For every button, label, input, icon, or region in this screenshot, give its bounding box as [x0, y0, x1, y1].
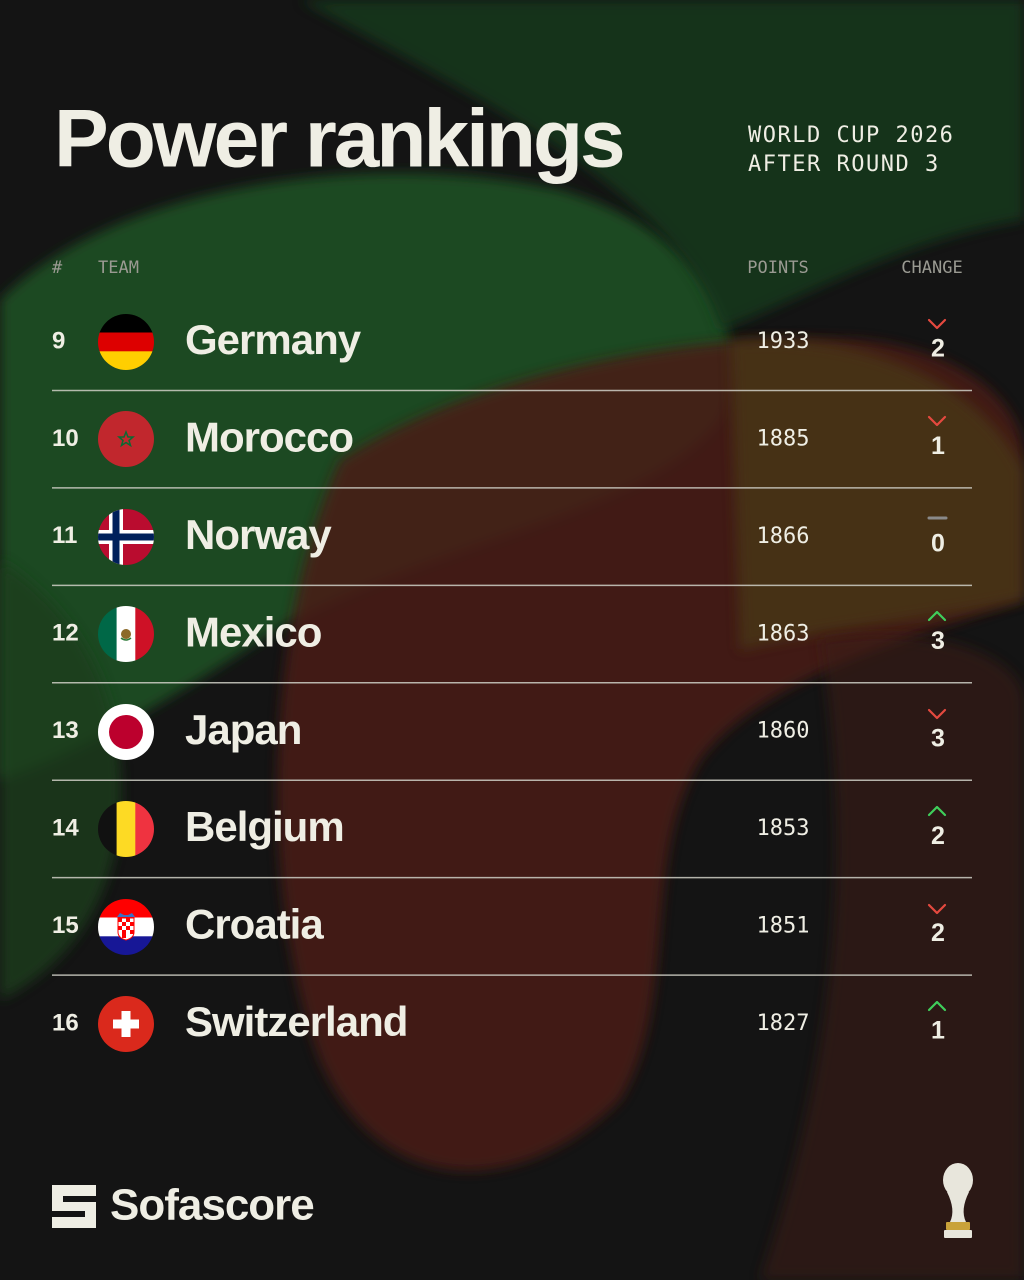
- points: 1933: [757, 329, 810, 354]
- flag-germany-part: [98, 332, 154, 352]
- arrow-down: [927, 903, 947, 915]
- team-name: Germany: [185, 316, 362, 363]
- flag-belgium-part: [116, 801, 136, 857]
- change: 1: [931, 432, 945, 460]
- flag-croatia-part-part: [126, 918, 130, 922]
- flag-mexico-part: [135, 606, 154, 662]
- points: 1853: [757, 816, 810, 841]
- arrow-up: [927, 1000, 947, 1012]
- flag-croatia-part-part: [130, 930, 134, 934]
- subtitle: WORLD CUP 2026: [748, 123, 954, 148]
- points: 1866: [757, 524, 810, 549]
- team-name: Japan: [185, 706, 301, 753]
- flag-germany-part: [98, 314, 154, 333]
- change: 3: [931, 724, 945, 752]
- column-header: #: [52, 258, 63, 278]
- subtitle: AFTER ROUND 3: [748, 152, 940, 177]
- flag-belgium-part: [135, 801, 154, 857]
- flag-croatia-part-part: [122, 930, 126, 934]
- flag-mexico-part: [98, 606, 117, 662]
- flags: [98, 314, 154, 1052]
- flag-norway-part: [98, 533, 154, 541]
- trophy-icon: [943, 1163, 973, 1238]
- points: 1885: [757, 426, 810, 451]
- flag-croatia-part: [98, 899, 154, 918]
- points: 1860: [757, 719, 810, 744]
- rank: 10: [52, 425, 79, 452]
- flag-croatia-part-part: [118, 918, 122, 922]
- arrow-up: [927, 610, 947, 622]
- points: 1863: [757, 621, 810, 646]
- flag-japan: [98, 704, 154, 760]
- team-name: Norway: [185, 511, 332, 558]
- table-rows: 9 Germany 1933 210 Morocco 1885 111 Norway 1866 0…: [52, 316, 972, 1045]
- rank: 14: [52, 814, 79, 841]
- trophy-icon-part: [943, 1163, 973, 1197]
- flag-croatia-part-part: [118, 926, 122, 930]
- flag-croatia-part-part: [122, 934, 126, 938]
- rank: 15: [52, 912, 79, 939]
- flag-mexico-part: [120, 637, 132, 641]
- points: 1827: [757, 1011, 810, 1036]
- flag-croatia-part-part: [122, 922, 126, 926]
- change: 2: [931, 822, 945, 850]
- team-name: Morocco: [185, 414, 353, 461]
- column-header: TEAM: [98, 258, 139, 278]
- flag-croatia-part: [98, 936, 154, 955]
- change: 2: [931, 335, 945, 363]
- change: 3: [931, 627, 945, 655]
- flag-morocco-part: [98, 411, 154, 467]
- column-header: POINTS: [747, 258, 808, 278]
- arrow-down: [927, 708, 947, 720]
- title: Power rankings: [54, 94, 623, 185]
- flag-germany-part: [98, 351, 154, 370]
- trophy-icon-part: [944, 1230, 972, 1238]
- flag-croatia-part-part: [130, 922, 134, 926]
- arrow-down: [927, 415, 947, 427]
- flag-belgium: [98, 801, 154, 857]
- flag-switzerland: [98, 996, 154, 1052]
- points: 1851: [757, 914, 810, 939]
- flag-norway: [98, 509, 154, 565]
- rank: 16: [52, 1009, 79, 1036]
- flag-mexico-part: [121, 629, 131, 639]
- arrow-up: [927, 805, 947, 817]
- background-part: [760, 634, 1024, 1280]
- flag-croatia: [98, 899, 154, 955]
- change-arrows: [927, 318, 948, 1012]
- brand: Sofascore: [110, 1181, 314, 1230]
- flag-morocco-part: [117, 429, 135, 448]
- rank: 9: [52, 327, 65, 354]
- change: 1: [931, 1017, 945, 1045]
- flag-japan-part: [109, 715, 143, 749]
- background-part: [730, 338, 1024, 650]
- arrow-down: [927, 318, 947, 330]
- flag-belgium-part: [98, 801, 117, 857]
- sofascore-logo: [52, 1185, 96, 1228]
- flag-switzerland-part: [113, 1019, 139, 1029]
- team-name: Switzerland: [185, 998, 407, 1045]
- flag-croatia-part-part: [126, 926, 130, 930]
- background-part: [300, 0, 1024, 330]
- team-name: Belgium: [185, 803, 344, 850]
- trophy-icon-part: [946, 1222, 970, 1230]
- trophy-icon-part: [947, 1192, 969, 1222]
- team-name: Croatia: [185, 901, 324, 948]
- change: 2: [931, 919, 945, 947]
- column-header: CHANGE: [901, 258, 962, 278]
- flag-germany: [98, 314, 154, 370]
- rank: 12: [52, 620, 79, 647]
- rank: 11: [52, 522, 77, 549]
- team-name: Mexico: [185, 608, 322, 655]
- flag-croatia-part: [117, 913, 135, 917]
- change: 0: [931, 529, 945, 557]
- flag-morocco: [98, 411, 154, 467]
- rank: 13: [52, 717, 79, 744]
- flag-croatia-part: [118, 918, 134, 938]
- sofascore-logo-part: [52, 1185, 96, 1228]
- flag-mexico: [98, 606, 154, 662]
